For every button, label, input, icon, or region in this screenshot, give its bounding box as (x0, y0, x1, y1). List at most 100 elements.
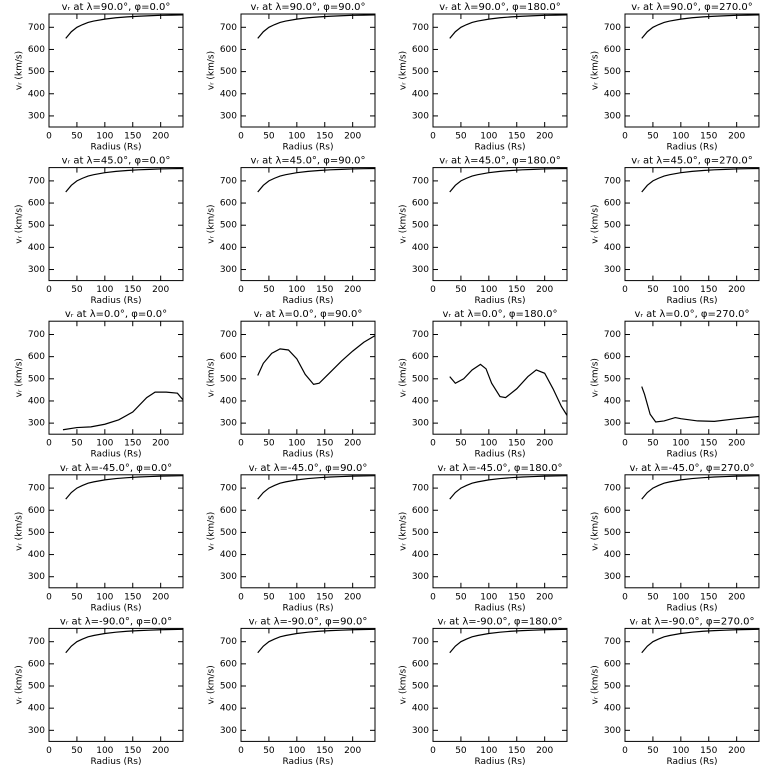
x-tick-label: 0 (238, 746, 244, 756)
y-tick-label: 300 (412, 572, 429, 582)
y-tick-label: 500 (604, 682, 621, 692)
x-tick-label: 150 (124, 592, 141, 602)
x-tick-label: 0 (622, 439, 628, 449)
x-tick-label: 150 (700, 132, 717, 142)
x-tick-label: 150 (124, 439, 141, 449)
chart-title: vᵣ at λ=90.0°, φ=90.0° (250, 2, 365, 13)
y-tick-label: 700 (220, 637, 237, 647)
y-tick-label: 700 (28, 330, 45, 340)
data-line (65, 628, 184, 654)
x-tick-label: 100 (96, 746, 113, 756)
y-axis-label: vᵣ (km/s) (207, 665, 217, 704)
y-tick-label: 400 (412, 243, 429, 253)
x-tick-label: 200 (536, 592, 553, 602)
y-axis-label: vᵣ (km/s) (15, 665, 25, 704)
x-axis-label: Radius (Rs) (282, 296, 333, 306)
y-axis-label: vᵣ (km/s) (207, 51, 217, 90)
y-tick-label: 300 (28, 111, 45, 121)
y-tick-label: 500 (412, 682, 429, 692)
x-tick-label: 150 (124, 746, 141, 756)
x-tick-label: 50 (647, 439, 659, 449)
x-tick-label: 150 (316, 592, 333, 602)
x-tick-label: 0 (46, 592, 52, 602)
y-tick-label: 600 (28, 199, 45, 209)
x-tick-label: 0 (622, 592, 628, 602)
data-line (65, 167, 184, 193)
y-tick-label: 700 (412, 176, 429, 186)
y-tick-label: 400 (220, 550, 237, 560)
plot-frame (240, 13, 376, 128)
x-tick-label: 100 (672, 592, 689, 602)
y-tick-label: 500 (220, 67, 237, 77)
chart-title: vᵣ at λ=45.0°, φ=90.0° (250, 156, 365, 167)
x-tick-label: 0 (46, 132, 52, 142)
y-tick-label: 700 (28, 484, 45, 494)
y-tick-label: 300 (604, 265, 621, 275)
x-tick-label: 200 (344, 439, 361, 449)
x-tick-label: 200 (344, 746, 361, 756)
x-tick-label: 50 (71, 592, 83, 602)
y-axis-label: vᵣ (km/s) (591, 358, 601, 397)
y-tick-label: 700 (220, 330, 237, 340)
x-tick-label: 150 (316, 439, 333, 449)
x-tick-label: 50 (647, 746, 659, 756)
x-tick-label: 100 (480, 285, 497, 295)
y-axis-label: vᵣ (km/s) (399, 358, 409, 397)
plot-frame (240, 474, 376, 589)
data-line (257, 475, 376, 500)
y-tick-label: 300 (604, 572, 621, 582)
chart-title: vᵣ at λ=-45.0°, φ=270.0° (629, 463, 754, 474)
chart-title: vᵣ at λ=45.0°, φ=180.0° (439, 156, 560, 167)
y-tick-label: 500 (604, 528, 621, 538)
x-axis-label: Radius (Rs) (666, 757, 717, 767)
x-tick-label: 200 (536, 132, 553, 142)
data-line (62, 391, 184, 431)
x-tick-label: 150 (700, 746, 717, 756)
chart-title: vᵣ at λ=90.0°, φ=180.0° (439, 2, 560, 13)
y-tick-label: 600 (412, 199, 429, 209)
x-tick-label: 200 (344, 132, 361, 142)
x-tick-label: 150 (700, 592, 717, 602)
y-tick-label: 300 (604, 419, 621, 429)
x-tick-label: 100 (96, 285, 113, 295)
y-tick-label: 300 (412, 726, 429, 736)
x-tick-label: 100 (288, 439, 305, 449)
x-tick-label: 50 (263, 439, 275, 449)
plot-frame (240, 167, 376, 282)
plot-frame (432, 320, 568, 435)
x-tick-label: 50 (263, 592, 275, 602)
y-tick-label: 400 (604, 89, 621, 99)
y-tick-label: 700 (220, 484, 237, 494)
x-tick-label: 0 (430, 592, 436, 602)
x-tick-label: 150 (316, 746, 333, 756)
x-tick-label: 150 (700, 439, 717, 449)
data-line (641, 167, 760, 193)
y-tick-label: 300 (220, 419, 237, 429)
x-tick-label: 150 (508, 285, 525, 295)
y-axis-label: vᵣ (km/s) (207, 512, 217, 551)
x-tick-label: 150 (124, 132, 141, 142)
x-tick-label: 200 (536, 439, 553, 449)
y-tick-label: 400 (412, 396, 429, 406)
chart-title: vᵣ at λ=-90.0°, φ=270.0° (629, 616, 754, 627)
x-axis-label: Radius (Rs) (474, 603, 525, 613)
y-tick-label: 500 (28, 682, 45, 692)
y-axis-label: vᵣ (km/s) (15, 358, 25, 397)
x-tick-label: 50 (263, 746, 275, 756)
y-tick-label: 500 (28, 528, 45, 538)
plot-frame (624, 474, 760, 589)
x-tick-label: 200 (152, 285, 169, 295)
y-tick-label: 400 (604, 704, 621, 714)
x-tick-label: 150 (316, 285, 333, 295)
y-tick-label: 700 (28, 176, 45, 186)
x-tick-label: 100 (480, 132, 497, 142)
x-tick-label: 150 (508, 132, 525, 142)
chart-title: vᵣ at λ=-45.0°, φ=180.0° (437, 463, 562, 474)
x-tick-label: 0 (238, 285, 244, 295)
y-tick-label: 600 (412, 659, 429, 669)
x-tick-label: 0 (46, 439, 52, 449)
plot-frame (624, 320, 760, 435)
y-tick-label: 400 (28, 550, 45, 560)
data-line (65, 14, 184, 39)
y-tick-label: 600 (28, 659, 45, 669)
